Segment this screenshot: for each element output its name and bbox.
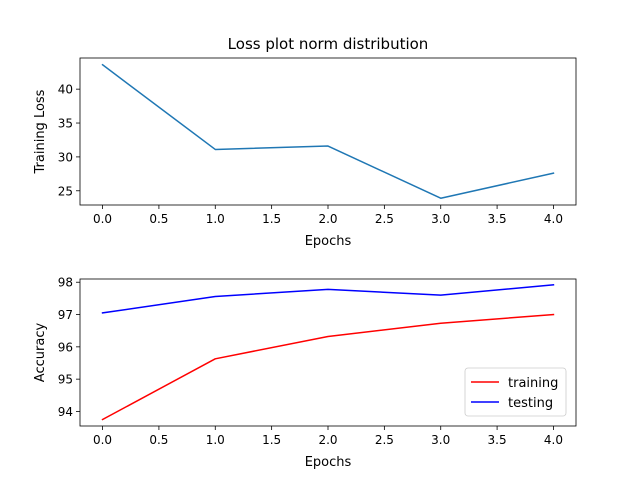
x-tick-label: 0.5 <box>149 212 168 226</box>
series-line-testing <box>101 284 555 314</box>
x-tick-label: 0.0 <box>93 433 112 447</box>
x-tick-label: 3.0 <box>431 212 450 226</box>
x-tick-label: 3.0 <box>431 433 450 447</box>
legend: training testing <box>464 367 567 417</box>
y-tick-label: 94 <box>58 405 73 419</box>
y-tick-label: 98 <box>58 276 73 290</box>
y-tick-label: 95 <box>58 373 73 387</box>
x-tick-label: 0.0 <box>93 212 112 226</box>
x-tick-label: 2.5 <box>375 433 394 447</box>
series-line-1-1 <box>101 63 555 199</box>
x-tick-label: 1.5 <box>262 433 281 447</box>
x-tick-label: 4.0 <box>544 433 563 447</box>
y-tick-label: 30 <box>58 150 73 164</box>
legend-label-training: training <box>508 376 558 391</box>
axes-frame <box>79 57 577 206</box>
series-line-training <box>101 313 555 421</box>
y-tick-label: 25 <box>58 184 73 198</box>
x-tick-label: 3.5 <box>488 212 507 226</box>
x-axis-label: Epochs <box>305 234 352 249</box>
y-axis-label: Training Loss <box>33 89 48 174</box>
chart-title: Loss plot norm distribution <box>228 35 429 53</box>
y-tick-label: 97 <box>58 308 73 322</box>
x-tick-label: 2.5 <box>375 212 394 226</box>
x-axis-label: Epochs <box>305 455 352 470</box>
chart-panel-1: 0.0 0.5 1.0 1.5 2.0 2.5 3.0 3.5 4.0 25 30 35 40 Epoch… <box>33 35 577 249</box>
x-tick-label: 0.5 <box>149 433 168 447</box>
x-tick-label: 2.0 <box>318 212 337 226</box>
x-tick-label: 2.0 <box>318 433 337 447</box>
y-axis-label: Accuracy <box>33 323 48 383</box>
y-tick-label: 40 <box>58 83 73 97</box>
x-tick-label: 1.0 <box>206 212 225 226</box>
legend-box <box>464 367 567 417</box>
chart-panel-2: 0.0 0.5 1.0 1.5 2.0 2.5 3.0 3.5 4.0 94 95 96 97 98 Epo… <box>33 276 577 470</box>
y-tick-label: 35 <box>58 117 73 131</box>
x-tick-label: 3.5 <box>488 433 507 447</box>
x-tick-label: 1.5 <box>262 212 281 226</box>
legend-label-testing: testing <box>508 396 553 411</box>
x-tick-label: 1.0 <box>206 433 225 447</box>
y-tick-label: 96 <box>58 340 73 354</box>
x-tick-label: 4.0 <box>544 212 563 226</box>
